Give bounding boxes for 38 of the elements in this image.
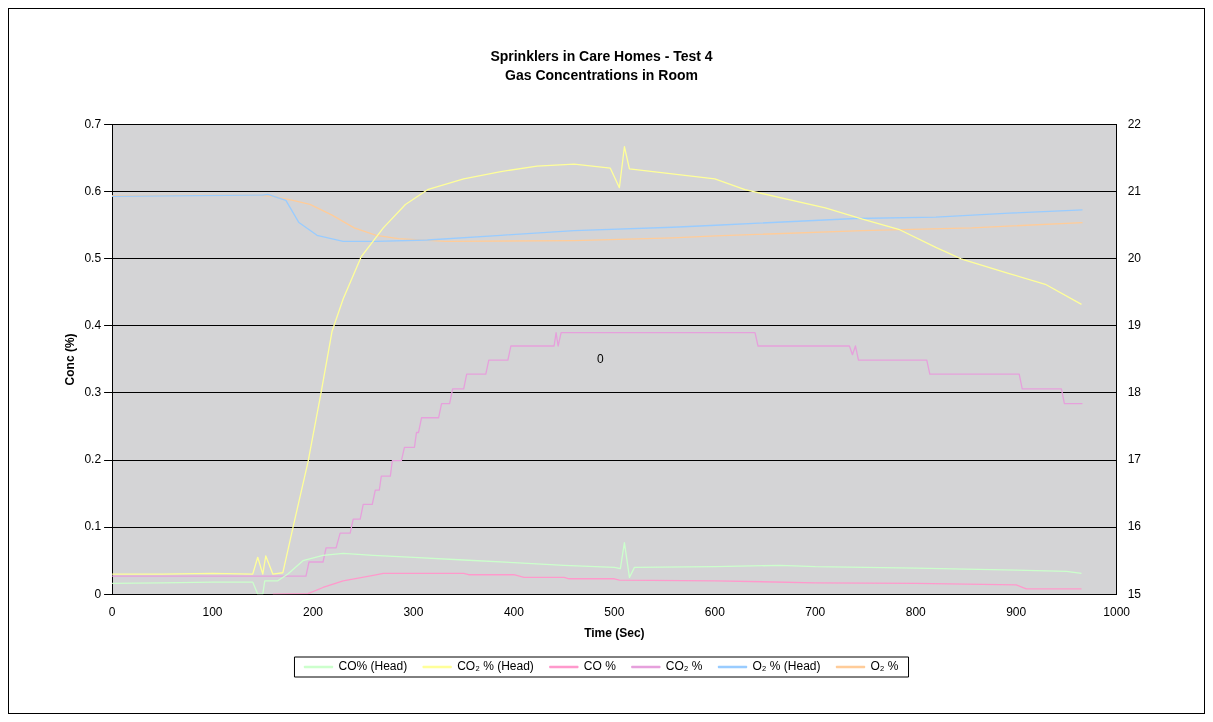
y2-tick-label: 15 [1127,586,1142,601]
x-tick-label: 700 [805,604,826,619]
x-tick-label: 100 [202,604,223,619]
legend-label: CO % [583,659,617,674]
y2-tick-label: 18 [1127,385,1142,400]
chart-title: Sprinklers in Care Homes - Test 4 [490,48,713,65]
y-tick-label: 0.6 [84,184,102,198]
y2-tick-label: 20 [1127,251,1142,266]
y-tick-label: 0.3 [84,385,102,400]
x-tick-label: 0 [108,604,116,619]
y-tick-label: 0.1 [84,519,102,534]
x-tick-label: 200 [302,604,324,619]
y-tick-label: 0.5 [84,251,102,266]
y-tick-label: 0.7 [84,116,102,131]
x-tick-label: 600 [704,604,726,619]
x-tick-label: 1000 [1103,604,1131,619]
chart-subtitle: Gas Concentrations in Room [505,67,698,84]
x-axis-title: Time (Sec) [584,626,645,641]
legend-label: CO% (Head) [338,659,408,674]
x-tick-label: 800 [905,604,927,619]
y-tick-label: 0.4 [84,318,102,333]
legend-label: CO₂ % (Head) [457,659,534,674]
y2-tick-label: 16 [1127,519,1142,534]
y-tick-label: 0 [94,586,102,601]
legend-label: O₂ % (Head) [752,659,821,674]
y2-tick-label: 19 [1127,318,1142,333]
x-tick-label: 900 [1006,604,1027,619]
y-axis-title: Conc (%) [62,333,77,386]
annotation: 0 [596,351,604,366]
x-tick-label: 400 [503,604,525,619]
legend-label: O₂ % [870,659,899,674]
y2-tick-label: 22 [1127,116,1142,131]
y-tick-label: 0.2 [84,452,102,467]
y2-tick-label: 17 [1127,452,1142,467]
legend-label: CO₂ % [665,659,703,674]
x-tick-label: 500 [604,604,625,619]
x-tick-label: 300 [403,604,424,619]
y2-tick-label: 21 [1127,184,1142,198]
